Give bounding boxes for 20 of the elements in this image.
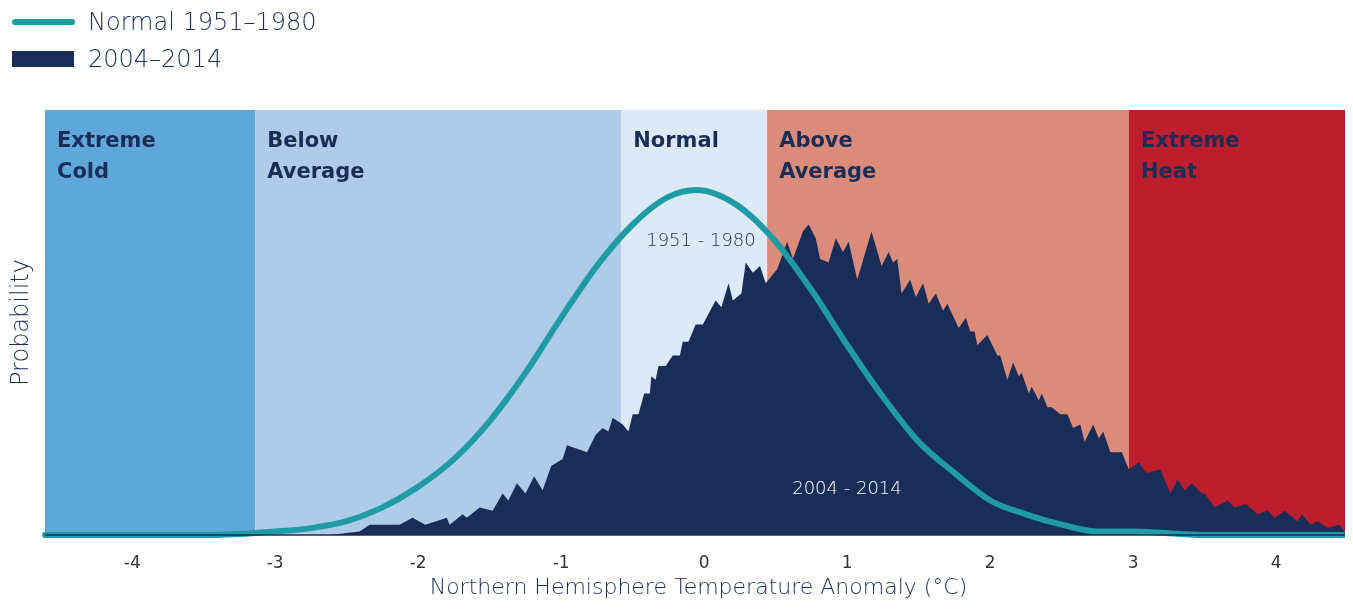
x-tick-label: -3 [266,552,284,572]
x-tick-label: -4 [123,552,141,572]
band-label: Extreme Cold [57,128,156,183]
x-axis-title: Northern Hemisphere Temperature Anomaly (°C) [429,574,968,599]
annotation: 2004 - 2014 [792,477,902,498]
x-tick-label: 4 [1270,552,1282,572]
x-tick-label: -2 [409,552,427,572]
band-label: Extreme Heat [1140,128,1240,183]
annotation: 1951 - 1980 [646,229,756,250]
x-tick-label: 1 [841,552,853,572]
x-tick-label: 0 [698,552,710,572]
legend-label: 2004–2014 [88,45,223,73]
band-label: Below Average [267,128,365,183]
band-label: Normal [633,128,719,152]
band-label: Above Average [779,128,877,183]
legend-label: Normal 1951–1980 [88,8,317,36]
x-tick-label: 3 [1127,552,1139,572]
x-tick-label: -1 [552,552,570,572]
x-tick-label: 2 [984,552,996,572]
y-axis-title: Probability [6,259,34,386]
